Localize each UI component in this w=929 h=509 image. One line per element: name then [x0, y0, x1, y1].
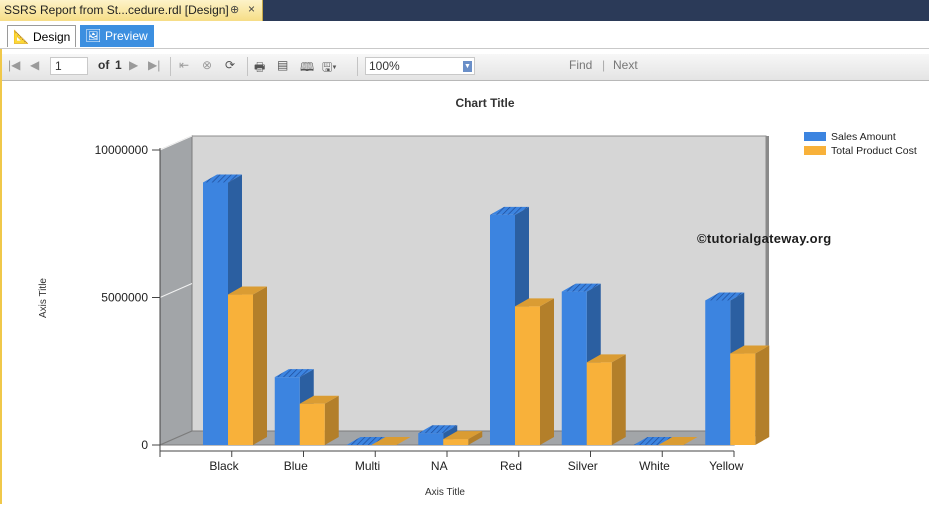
bar-total-product-cost: [586, 362, 612, 445]
toolbar-separator: [247, 57, 248, 76]
chart-title: Chart Title: [455, 96, 514, 110]
x-tick-label: White: [639, 459, 670, 473]
print-icon[interactable]: 🖶: [254, 60, 266, 74]
find-separator: |: [602, 58, 606, 72]
bar-total-product-cost: [515, 306, 540, 445]
x-tick-label: Black: [209, 459, 239, 473]
bar-sales-amount: [418, 433, 444, 445]
legend-swatch: [804, 146, 826, 155]
preview-icon: 🖼: [85, 28, 102, 43]
zoom-select[interactable]: 100% ▼: [365, 57, 475, 75]
bar-total-product-cost-top: [228, 286, 267, 295]
x-tick-label: Multi: [355, 459, 380, 473]
bar-total-product-cost-side: [540, 298, 554, 445]
zoom-value: 100%: [369, 59, 400, 73]
bar-total-product-cost: [299, 403, 325, 445]
report-viewer-toolbar: |◀ ◀ 1 of 1 ▶ ▶| ⇤ ⊗ ⟳ 🖶 ▤ 🕮 🖫▾ 100% ▼ F…: [2, 54, 929, 81]
legend-swatch: [804, 132, 826, 141]
bar-sales-amount-top: [705, 292, 745, 301]
toolbar-separator: [170, 57, 171, 76]
export-icon[interactable]: 🖫▾: [322, 60, 337, 74]
bar-total-product-cost-side: [253, 286, 267, 445]
bar-total-product-cost-top: [443, 431, 483, 440]
first-page-icon[interactable]: |◀: [8, 58, 21, 72]
bar-sales-amount: [561, 291, 587, 445]
gridline: [159, 135, 193, 151]
bar-total-product-cost-side: [755, 345, 770, 445]
tab-design[interactable]: 📐 Design: [7, 25, 76, 47]
back-icon[interactable]: ⇤: [179, 58, 190, 72]
legend-label: Sales Amount: [831, 131, 896, 143]
x-tick-label: Silver: [568, 459, 598, 473]
next-page-icon[interactable]: ▶: [129, 58, 139, 72]
bar-total-product-cost-top: [586, 354, 626, 363]
stop-icon[interactable]: ⊗: [202, 58, 213, 72]
watermark: ©tutorialgateway.org: [697, 231, 832, 246]
legend-label: Total Product Cost: [831, 145, 917, 157]
bar-total-product-cost: [228, 294, 253, 445]
x-tick-label: Yellow: [709, 459, 744, 473]
bar-sales-amount: [274, 377, 300, 445]
page-setup-icon[interactable]: 🕮: [300, 60, 315, 74]
tab-design-label: Design: [33, 30, 71, 44]
design-icon: 📐: [13, 29, 30, 44]
previous-page-icon[interactable]: ◀: [30, 58, 40, 72]
bar-sales-amount: [490, 214, 515, 445]
bar-sales-amount-top: [418, 425, 458, 434]
last-page-icon[interactable]: ▶|: [148, 58, 161, 72]
toolbar-separator: [357, 57, 358, 76]
report-designer-frame: [0, 21, 929, 504]
tab-preview[interactable]: 🖼 Preview: [80, 25, 154, 47]
report-canvas: 0 5000000 10000000 Black Blue Multi NA Red Silve…: [2, 81, 929, 504]
find-next-button[interactable]: Next: [613, 58, 638, 72]
tab-preview-label: Preview: [105, 29, 148, 43]
pin-icon[interactable]: ⊕: [230, 4, 240, 16]
bar-sales-amount-top: [490, 206, 529, 215]
page-total: 1: [115, 58, 122, 72]
refresh-icon[interactable]: ⟳: [225, 58, 236, 72]
document-tab[interactable]: SSRS Report from St...cedure.rdl [Design…: [0, 0, 263, 21]
x-tick-label: Blue: [284, 459, 308, 473]
bar-total-product-cost-top: [658, 437, 698, 445]
document-tab-bar: SSRS Report from St...cedure.rdl [Design…: [0, 0, 929, 21]
bar-chart: 0 5000000 10000000 Black Blue Multi NA Red Silve…: [38, 96, 917, 498]
bar-sales-amount: [203, 182, 228, 445]
bar-total-product-cost-side: [611, 354, 626, 445]
bar-sales-amount-top: [561, 283, 601, 292]
bar-sales-amount-top: [203, 174, 242, 183]
x-axis-title: Axis Title: [425, 487, 465, 498]
y-tick-label: 0: [141, 438, 148, 452]
bar-sales-amount-top: [274, 369, 314, 378]
x-tick-label: NA: [431, 459, 448, 473]
bar-total-product-cost-side: [468, 431, 483, 445]
bar-total-product-cost-top: [515, 298, 554, 307]
bar-total-product-cost-top: [371, 437, 411, 445]
bar-total-product-cost: [730, 353, 756, 445]
chart-back-wall-edge: [766, 136, 769, 433]
bar-total-product-cost-top: [730, 345, 770, 354]
bar-sales-amount-top: [633, 437, 673, 445]
print-layout-icon[interactable]: ▤: [277, 58, 289, 72]
view-tab-row: 📐 Design 🖼 Preview: [0, 21, 929, 49]
document-tab-title: SSRS Report from St...cedure.rdl [Design…: [4, 3, 229, 17]
find-button[interactable]: Find: [569, 58, 593, 72]
gridline: [159, 283, 193, 298]
y-tick-label: 10000000: [95, 143, 149, 157]
chevron-down-icon[interactable]: ▼: [463, 61, 472, 72]
current-page-input[interactable]: 1: [50, 57, 88, 75]
bar-sales-amount: [705, 300, 731, 445]
x-tick-label: Red: [500, 459, 522, 473]
y-axis-title: Axis Title: [38, 278, 49, 318]
bar-total-product-cost-top: [299, 395, 339, 404]
bar-total-product-cost-side: [324, 395, 339, 445]
bar-total-product-cost: [443, 439, 469, 445]
page-of-label: of: [98, 58, 110, 72]
close-icon[interactable]: ×: [248, 2, 256, 16]
bar-sales-amount-top: [346, 437, 386, 445]
y-tick-label: 5000000: [101, 291, 148, 305]
